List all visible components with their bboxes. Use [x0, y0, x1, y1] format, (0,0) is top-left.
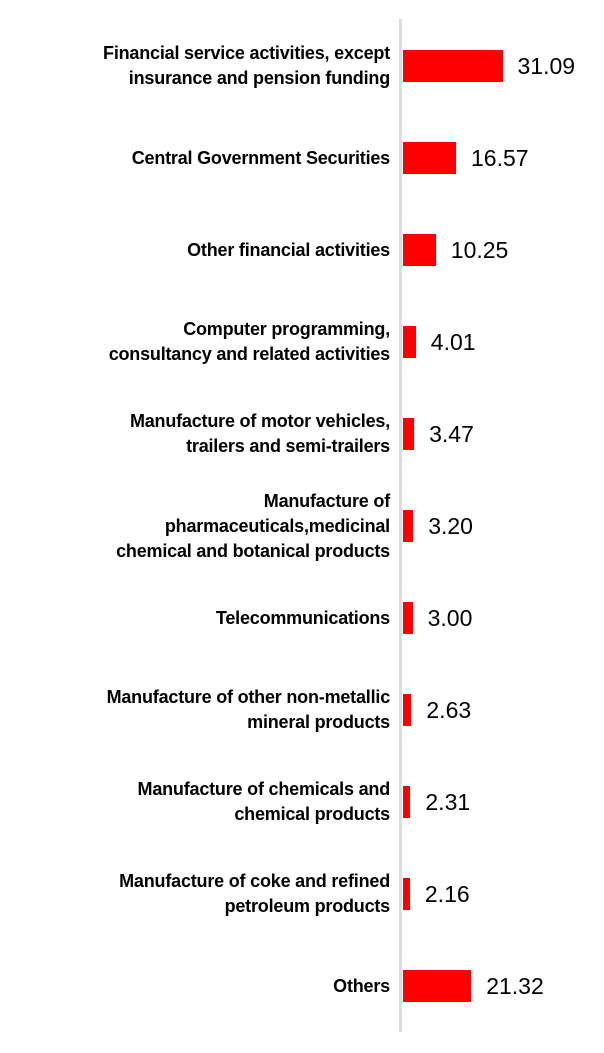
chart-row: Other financial activities 10.25 — [0, 204, 604, 296]
bar — [403, 510, 414, 542]
bar — [403, 786, 411, 818]
value-label: 3.00 — [427, 604, 473, 631]
bar — [403, 878, 410, 910]
category-label: Financial service activities, except ins… — [103, 43, 390, 88]
bar — [403, 234, 436, 266]
value-label: 3.20 — [428, 512, 473, 539]
chart-row: Manufacture of coke and refined petroleu… — [0, 848, 604, 940]
category-label: Telecommunications — [215, 607, 390, 628]
category-label: Manufacture of coke and refined petroleu… — [119, 871, 390, 916]
category-label: Computer programming, consultancy and re… — [108, 319, 391, 364]
value-label: 2.16 — [424, 880, 470, 907]
value-label: 2.63 — [426, 696, 472, 723]
chart-row: Manufacture of other non-metallic minera… — [0, 664, 604, 756]
category-label: Others — [333, 975, 390, 996]
bar — [403, 50, 503, 82]
chart-row: Others 21.32 — [0, 940, 604, 1032]
chart-row: Manufacture of pharmaceuticals,medicinal… — [0, 480, 604, 572]
bar — [403, 602, 413, 634]
bar — [403, 694, 412, 726]
value-label: 4.01 — [430, 328, 476, 355]
chart-row: Computer programming, consultancy and re… — [0, 296, 604, 388]
chart-row: Financial service activities, except ins… — [0, 20, 604, 112]
chart-row: Telecommunications 3.00 — [0, 572, 604, 664]
value-label: 31.09 — [517, 52, 576, 79]
category-label: Manufacture of pharmaceuticals,medicinal… — [116, 490, 390, 561]
bar — [403, 970, 472, 1002]
chart-row: Manufacture of motor vehicles, trailers … — [0, 388, 604, 480]
value-label: 10.25 — [450, 236, 509, 263]
value-label: 21.32 — [486, 972, 544, 999]
value-label: 16.57 — [471, 144, 529, 171]
category-label: Central Government Securities — [131, 147, 390, 168]
chart-row: Manufacture of chemicals and chemical pr… — [0, 756, 604, 848]
bar — [403, 326, 416, 358]
value-label: 3.47 — [429, 420, 474, 447]
value-label: 2.31 — [425, 788, 471, 815]
category-label: Manufacture of chemicals and chemical pr… — [137, 779, 391, 824]
chart-rows: Financial service activities, except ins… — [0, 20, 604, 1032]
bar — [403, 142, 456, 174]
category-label: Other financial activities — [187, 239, 390, 260]
y-axis-line — [399, 19, 402, 1032]
category-label: Manufacture of other non-metallic minera… — [106, 687, 391, 732]
category-label: Manufacture of motor vehicles, trailers … — [129, 411, 390, 456]
bar — [403, 418, 415, 450]
chart-row: Central Government Securities 16.57 — [0, 112, 604, 204]
